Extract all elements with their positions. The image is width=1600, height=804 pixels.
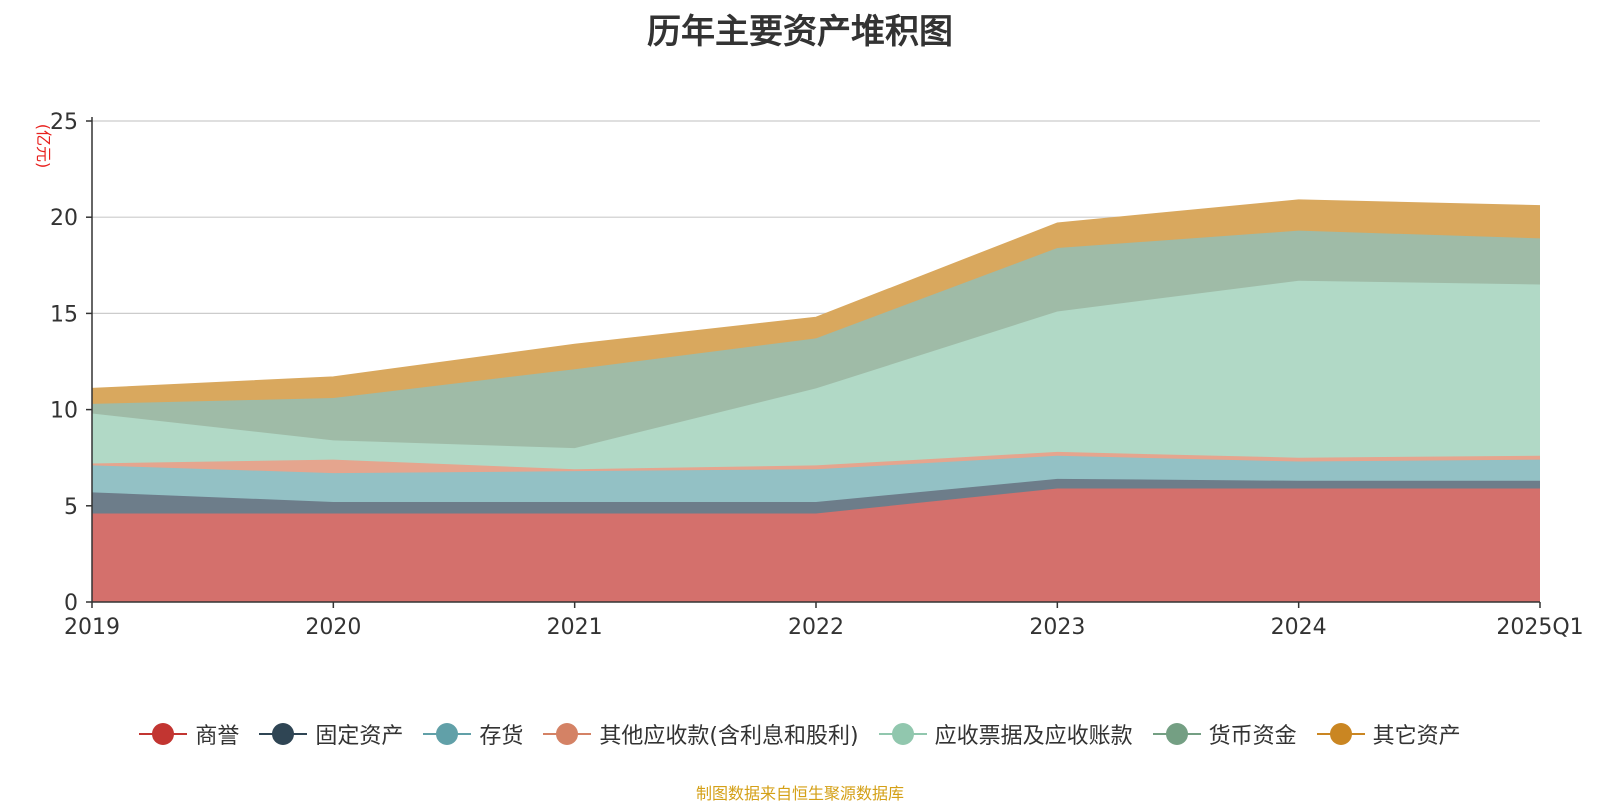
x-tick-label: 2025Q1 [1496,615,1583,640]
x-tick-label: 2020 [305,615,361,640]
legend-label: 应收票据及应收账款 [934,724,1133,749]
area-series-5 [92,230,1540,449]
source-note: 制图数据来自恒生聚源数据库 [695,784,904,803]
area-series-0 [92,488,1540,602]
legend-label: 存货 [479,724,524,749]
legend-item-3[interactable]: 其他应收款(含利息和股利) [543,718,859,750]
legend-item-2[interactable]: 存货 [423,718,523,750]
legend-marker-dot [152,723,175,745]
legend-marker-dot [556,723,579,745]
legend-marker-icon [878,722,927,746]
legend-marker-icon [423,722,472,746]
legend-marker-icon [543,722,592,746]
y-tick-label: 15 [50,302,78,327]
y-tick-label: 20 [50,206,78,231]
legend-label: 其它资产 [1372,724,1461,749]
legend-marker-dot [1165,723,1188,745]
series-line-6 [91,199,1541,389]
x-tick-label: 2024 [1271,615,1327,640]
legend-item-4[interactable]: 应收票据及应收账款 [878,718,1133,750]
y-tick-label: 0 [64,591,78,616]
area-series-2 [92,455,1540,502]
legend-label: 商誉 [195,724,240,749]
legend: 商誉 固定资产 存货 其他应收款(含利息和股利) 应收票据及应收账款 货币资金 其它资产 [0,718,1600,750]
chart-title: 历年主要资产堆积图 [647,12,953,52]
area-series-4 [92,280,1540,470]
area-layer [91,199,1541,602]
y-axis-label: (亿元) [34,124,53,169]
legend-label: 固定资产 [315,724,404,749]
axis-layer: 0 5 10 15 20 25 2019 2020 2021 2022 2023 2024 2025Q1… [34,110,1584,640]
x-tick-label: 2019 [64,615,120,640]
legend-marker-icon [139,722,188,746]
area-series-1 [92,478,1540,514]
legend-item-0[interactable]: 商誉 [139,718,239,750]
area-series-3 [92,451,1540,474]
legend-item-1[interactable]: 固定资产 [259,718,403,750]
legend-marker-dot [1329,723,1352,745]
y-tick-label: 5 [64,495,78,520]
legend-item-6[interactable]: 其它资产 [1316,718,1461,750]
y-tick-label: 25 [50,110,78,135]
x-tick-label: 2022 [788,615,844,640]
legend-marker-icon [1152,722,1201,746]
legend-marker-icon [259,722,308,746]
legend-label: 货币资金 [1208,724,1297,749]
legend-marker-dot [272,723,295,745]
y-tick-label: 10 [50,399,78,424]
x-tick-label: 2021 [547,615,603,640]
legend-marker-dot [891,723,914,745]
area-series-6 [92,199,1540,404]
legend-label: 其他应收款(含利息和股利) [599,724,859,749]
legend-marker-icon [1316,722,1365,746]
legend-marker-dot [436,723,459,745]
legend-item-5[interactable]: 货币资金 [1152,718,1297,750]
x-tick-label: 2023 [1029,615,1085,640]
